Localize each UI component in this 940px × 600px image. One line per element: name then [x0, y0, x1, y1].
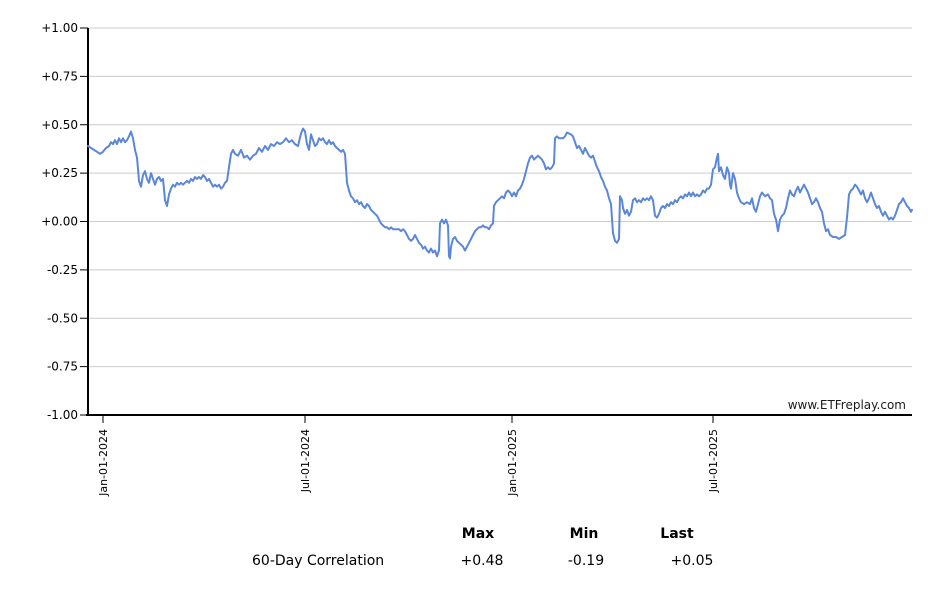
x-axis-label: Jan-01-2025 — [506, 429, 519, 497]
y-axis-label: +1.00 — [41, 21, 78, 35]
summary-col-header-min: Min — [569, 526, 599, 542]
x-axis-label: Jul-01-2024 — [299, 429, 312, 493]
series-line — [87, 127, 913, 260]
correlation-chart: +1.00 +0.75 +0.50 +0.25 +0.00 -0.25 -0.50 -0.75… — [41, 21, 913, 497]
x-axis-label: Jan-01-2024 — [97, 429, 110, 497]
y-axis-label: +0.75 — [41, 69, 78, 83]
y-axis-label: -0.75 — [47, 360, 78, 374]
summary-col-header-max: Max — [461, 526, 495, 542]
x-axis-label: Jul-01-2025 — [707, 429, 720, 493]
summary-value-max: +0.48 — [460, 553, 504, 569]
summary-value-last: +0.05 — [670, 553, 714, 569]
watermark: www.ETFreplay.com — [788, 398, 906, 412]
y-axis-label: -0.50 — [47, 311, 78, 325]
y-axis-label: -0.25 — [47, 263, 78, 277]
summary-col-header-last: Last — [660, 526, 694, 542]
y-axis-label: +0.50 — [41, 118, 78, 132]
summary-row-label: 60-Day Correlation — [252, 553, 385, 569]
y-axis-label: -1.00 — [47, 408, 78, 422]
summary-value-min: -0.19 — [567, 553, 605, 569]
y-axis-label: +0.00 — [41, 215, 78, 229]
y-axis-label: +0.25 — [41, 166, 78, 180]
